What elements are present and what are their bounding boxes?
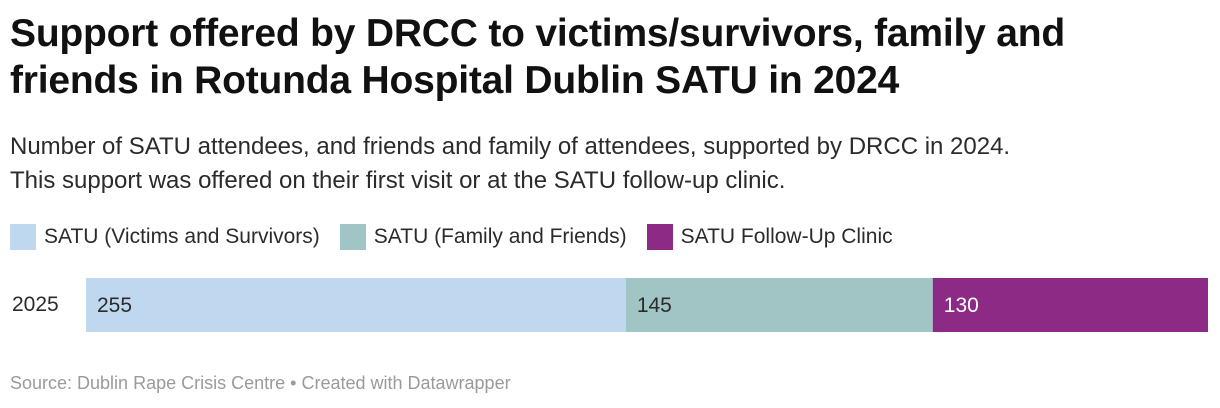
legend-label-follow-up-clinic: SATU Follow-Up Clinic [680,225,893,248]
subtitle-line-2: This support was offered on their first … [10,167,786,194]
legend-item-follow-up-clinic: SATU Follow-Up Clinic [646,224,893,250]
credit-note: Created with Datawrapper [301,373,511,393]
category-label-2025: 2025 [12,293,59,316]
footer-separator: • [290,373,297,393]
legend-swatch-follow-up-clinic [646,224,673,250]
chart-subtitle: Number of SATU attendees, and friends an… [10,130,1210,198]
data-label-family-friends: 145 [637,294,672,317]
source-note: Source: Dublin Rape Crisis Centre [10,373,286,393]
chart-legend: SATU (Victims and Survivors) SATU (Famil… [10,222,913,252]
data-label-follow-up-clinic: 130 [944,294,979,317]
chart-plot-area: 2025 255 145 130 [0,278,1220,332]
data-label-victims-survivors: 255 [97,294,132,317]
subtitle-line-1: Number of SATU attendees, and friends an… [10,133,1011,160]
stacked-bar-chart: 255 145 130 [86,278,1208,332]
chart-title: Support offered by DRCC to victims/survi… [10,12,1065,102]
bar-segment-victims-survivors [86,278,626,332]
legend-item-family-friends: SATU (Family and Friends) [339,224,627,250]
legend-label-family-friends: SATU (Family and Friends) [373,225,627,248]
legend-swatch-victims-survivors [10,224,36,250]
chart-footer: Source: Dublin Rape Crisis Centre • Crea… [10,373,511,394]
legend-label-victims-survivors: SATU (Victims and Survivors) [44,225,320,248]
bar-segment-family-friends [625,278,933,332]
legend-item-victims-survivors: SATU (Victims and Survivors) [10,224,320,250]
legend-swatch-family-friends [339,224,366,250]
bar-segment-follow-up-clinic [932,278,1208,332]
